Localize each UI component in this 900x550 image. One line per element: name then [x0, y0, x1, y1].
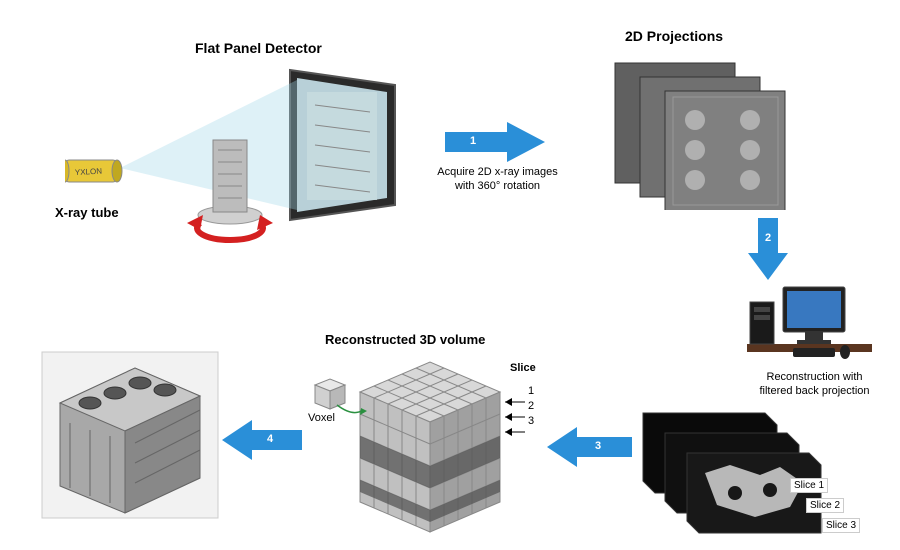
flat-panel-detector-label: Flat Panel Detector: [195, 40, 322, 56]
arrow-badge-4: 4: [267, 433, 273, 445]
arrow-step-1: 1: [445, 122, 545, 167]
arrow-step-2: 2: [748, 218, 788, 285]
arrow-badge-1: 1: [470, 135, 476, 147]
projections-label: 2D Projections: [625, 28, 723, 44]
slice-tag-2: Slice 2: [806, 498, 844, 513]
slice-num-3: 3: [528, 415, 534, 427]
voxel-cube-icon: [305, 350, 530, 540]
arrow-step-3: 3: [547, 427, 632, 472]
xray-beam-icon: [120, 80, 297, 210]
slice-tag-1: Slice 1: [790, 478, 828, 493]
arrow-badge-3: 3: [595, 440, 601, 452]
voxel-label: Voxel: [308, 412, 335, 424]
caption-step-2: Reconstruction with filtered back projec…: [742, 370, 887, 399]
arrow-badge-2: 2: [765, 232, 771, 244]
slice-tag-3: Slice 3: [822, 518, 860, 533]
slice-num-2: 2: [528, 400, 534, 412]
svg-text:YXLON: YXLON: [75, 167, 103, 177]
flat-panel-icon: [290, 70, 395, 220]
reconstructed-label: Reconstructed 3D volume: [325, 332, 485, 347]
slice-heading: Slice: [510, 362, 536, 374]
slice-num-1: 1: [528, 385, 534, 397]
xray-tube-icon: YXLON: [65, 160, 122, 182]
projections-stack: [605, 55, 805, 215]
xray-tube-label: X-ray tube: [55, 205, 119, 220]
engine-block-render: [40, 350, 220, 525]
caption-step-1: Acquire 2D x-ray images with 360° rotati…: [430, 165, 565, 194]
arrow-step-4: 4: [222, 420, 302, 465]
computer-workstation-icon: [745, 282, 880, 372]
slices-stack: [635, 405, 850, 545]
